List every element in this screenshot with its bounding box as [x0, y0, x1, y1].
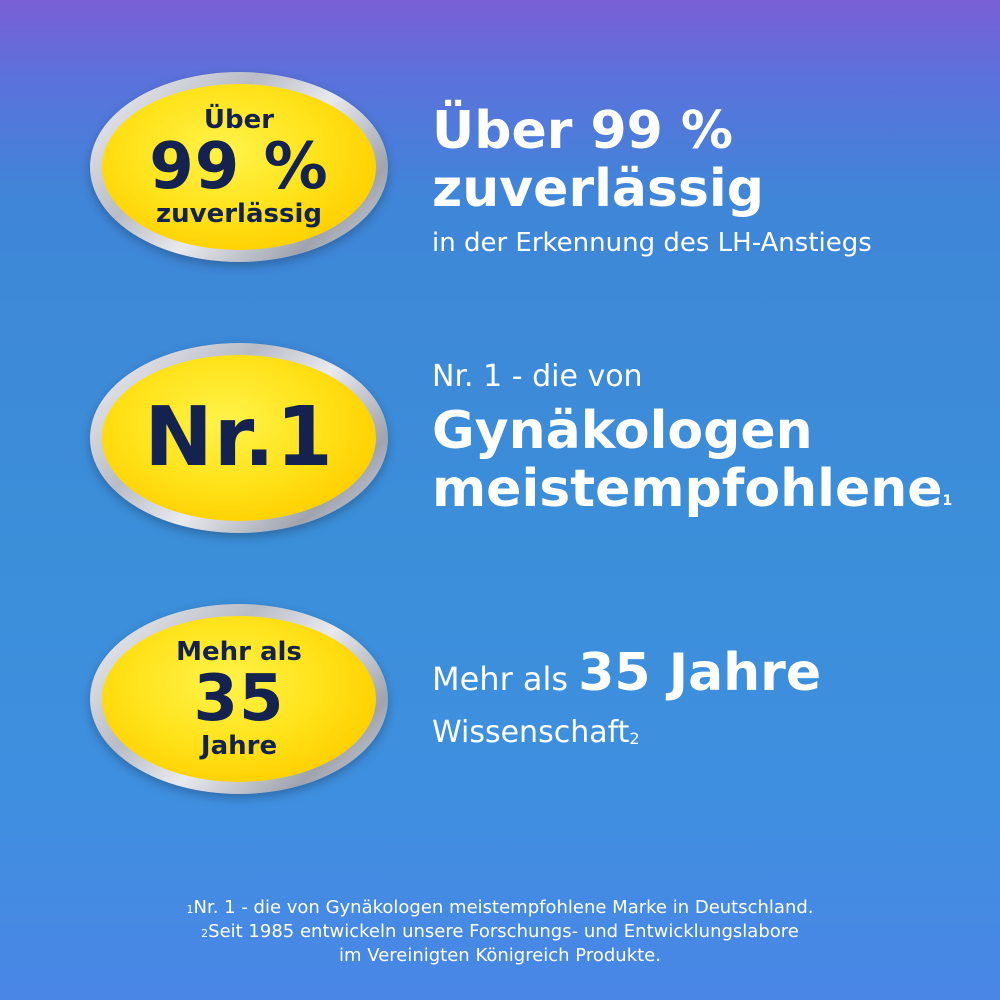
years-claim: Mehr als 35 Jahre Wissenschaft2 [432, 644, 960, 752]
badge-label-top: Über [203, 105, 275, 135]
footnote-marker: 1 [186, 903, 194, 916]
footnote-marker: 2 [629, 729, 640, 748]
badge-label-bottom: Jahre [200, 731, 278, 761]
footnote-marker: 2 [201, 927, 209, 940]
reliability-title-line2: zuverlässig [432, 159, 764, 219]
reliability-claim: Über 99 % zuverlässig in der Erkennung d… [432, 102, 960, 262]
years-bold: 35 Jahre [578, 643, 822, 703]
badge-value: Nr.1 [144, 390, 334, 485]
reliability-title-line1: Über 99 % [432, 101, 734, 161]
footnotes: 1Nr. 1 - die von Gynäkologen meistempfoh… [0, 896, 1000, 968]
recommendation-intro: Nr. 1 - die von [432, 359, 643, 394]
footnote-text: im Vereinigten Königreich Produkte. [339, 945, 661, 966]
badge-label-top: Mehr als [176, 637, 302, 667]
years-claim-line2: Wissenschaft2 [432, 714, 960, 752]
number-one-badge-face: Nr.1 [102, 355, 376, 521]
recommendation-bold-line1: Gynäkologen [432, 401, 813, 461]
reliability-subtitle: in der Erkennung des LH-Anstiegs [432, 228, 872, 258]
number-one-badge: Nr.1 [90, 343, 388, 533]
years-badge-face: Mehr als 35 Jahre [102, 616, 376, 782]
badge-label-bottom: zuverlässig [156, 199, 322, 229]
recommendation-bold-line2: meistempfohlene [432, 459, 943, 519]
footnote-marker: 1 [942, 493, 953, 509]
reliability-badge-face: Über 99 % zuverlässig [102, 84, 376, 250]
years-claim-line1: Mehr als 35 Jahre [432, 644, 960, 714]
badge-value: 99 % [149, 130, 329, 204]
footnote-1: 1Nr. 1 - die von Gynäkologen meistempfoh… [0, 896, 1000, 920]
years-science: Wissenschaft [432, 715, 630, 750]
recommendation-claim: Nr. 1 - die von Gynäkologen meistempfohl… [432, 358, 960, 518]
footnote-text: Nr. 1 - die von Gynäkologen meistempfohl… [193, 897, 814, 918]
years-prefix: Mehr als [432, 660, 579, 698]
footnote-2: 2Seit 1985 entwickeln unsere Forschungs-… [0, 920, 1000, 944]
footnote-3: im Vereinigten Königreich Produkte. [0, 944, 1000, 968]
footnote-text: Seit 1985 entwickeln unsere Forschungs- … [208, 921, 799, 942]
badge-value: 35 [193, 662, 285, 736]
recommendation-bold-line2-wrap: meistempfohlene1 [432, 460, 960, 518]
years-badge: Mehr als 35 Jahre [90, 604, 388, 794]
reliability-badge: Über 99 % zuverlässig [90, 72, 388, 262]
